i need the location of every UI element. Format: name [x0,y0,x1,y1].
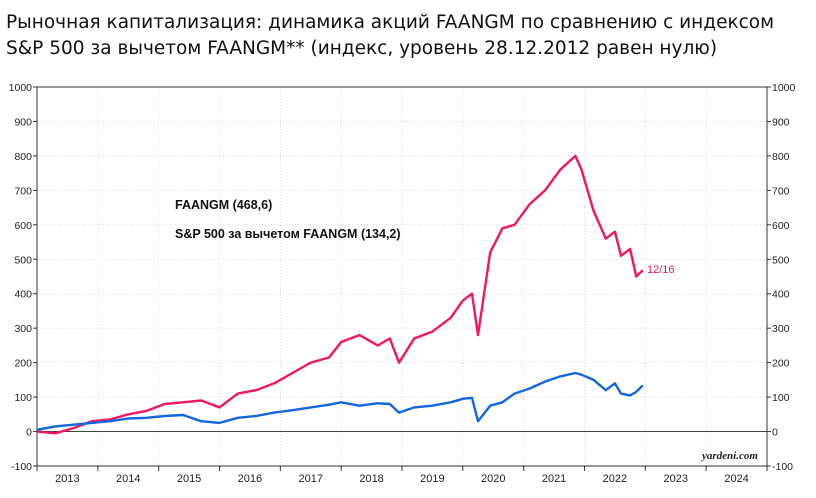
series-line-faangm [36,154,644,435]
y-tick-label-right: 800 [772,151,790,163]
y-tick-label-left: 200 [14,358,32,370]
y-tick-label-left: 600 [14,220,32,232]
x-tick-label: 2021 [542,473,566,485]
x-tick-label: 2023 [664,473,688,485]
y-tick-label-right: 400 [772,289,790,301]
x-tick-label: 2015 [177,473,201,485]
y-tick-label-left: 400 [14,289,32,301]
legend-sp500-ex-faangm: S&P 500 за вычетом FAANGM (134,2) [175,227,401,241]
y-tick-label-right: 100 [772,392,790,404]
x-tick-label: 2022 [603,473,627,485]
y-tick-label-left: -100 [11,461,32,473]
y-tick-label-right: 0 [772,427,778,439]
y-tick-label-left: 300 [14,323,32,335]
y-tick-label-left: 100 [14,392,32,404]
y-tick-label-right: 500 [772,254,790,266]
x-axis: 2013 2014 2015 2016 2017 2018 2019 2020 2021 2022… [36,466,768,485]
y-axis-left: -100 0 100 200 300 400 500 600 700 800 900 1000 [9,82,37,473]
end-date-label: 12/16 [647,264,675,276]
y-tick-label-left: 800 [14,151,32,163]
y-tick-label-left: 700 [14,185,32,197]
x-tick-label: 2024 [724,473,748,485]
x-tick-label: 2017 [299,473,323,485]
chart-title-line-2: S&P 500 за вычетом FAANGM** (индекс, уро… [6,38,718,59]
x-tick-label: 2019 [420,473,444,485]
x-tick-label: 2018 [359,473,383,485]
y-tick-label-right: 600 [772,220,790,232]
grid [37,87,767,466]
source-label: yardeni.com [700,450,758,462]
y-tick-label-right: 200 [772,358,790,370]
y-tick-label-right: 1000 [772,82,796,94]
x-tick-label: 2016 [238,473,262,485]
y-tick-label-right: 300 [772,323,790,335]
y-tick-label-right: 900 [772,116,790,128]
series-line-sp500-ex-faangm [36,371,644,431]
y-tick-label-right: 700 [772,185,790,197]
series-lines [36,154,644,435]
y-tick-label-right: -100 [772,461,793,473]
legend-faangm: FAANGM (468,6) [175,198,272,212]
y-tick-label-left: 900 [14,116,32,128]
y-axis-right: -100 0 100 200 300 400 500 600 700 800 900 1000 [767,82,796,473]
y-tick-label-left: 500 [14,254,32,266]
x-tick-label: 2020 [481,473,505,485]
x-tick-label: 2013 [55,473,79,485]
chart-title-line-1: Рыночная капитализация: динамика акций F… [6,12,775,33]
x-tick-label: 2014 [116,473,140,485]
y-tick-label-left: 1000 [9,82,33,94]
y-tick-label-left: 0 [26,427,32,439]
chart-title: Рыночная капитализация: динамика акций F… [6,10,810,62]
